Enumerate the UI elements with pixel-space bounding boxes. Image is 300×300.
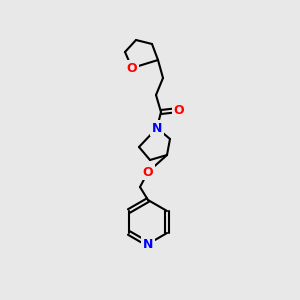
- Text: O: O: [143, 166, 153, 178]
- Text: N: N: [152, 122, 162, 134]
- Text: O: O: [127, 61, 137, 74]
- Text: O: O: [174, 103, 184, 116]
- Text: N: N: [143, 238, 153, 250]
